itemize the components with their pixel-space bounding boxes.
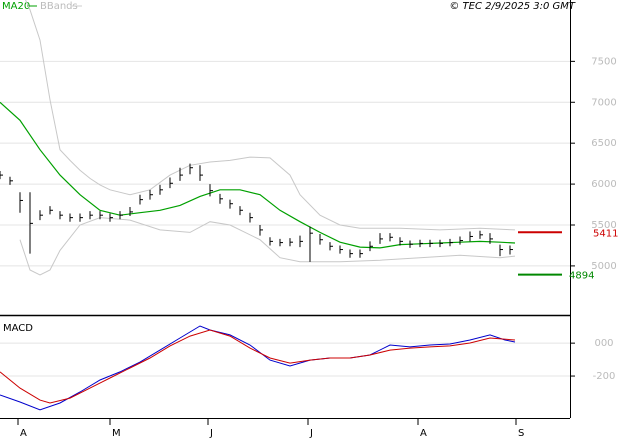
line-series bbox=[19, 217, 516, 276]
x-tick-label: A bbox=[420, 428, 427, 439]
x-tick-label: S bbox=[518, 428, 524, 439]
x-tick-label: M bbox=[112, 428, 121, 439]
credit: © TEC 2/9/2025 3:0 GMT bbox=[449, 1, 576, 12]
y-tick-label: -200 bbox=[593, 371, 616, 382]
y-tick-label: 6000 bbox=[591, 179, 616, 190]
y-tick-label: 7500 bbox=[591, 56, 616, 67]
y-tick-label: 6500 bbox=[591, 138, 616, 149]
plot-area bbox=[0, 0, 516, 276]
x-tick-label: A bbox=[20, 428, 27, 439]
line-series bbox=[0, 329, 516, 404]
line-series bbox=[0, 101, 516, 249]
level-label: 4894 bbox=[569, 271, 594, 282]
y-tick-label: 000 bbox=[594, 338, 613, 349]
line-series bbox=[0, 325, 516, 411]
y-tick-label: 7000 bbox=[591, 97, 616, 108]
x-tick-label: J bbox=[209, 428, 213, 439]
legend-ma20: MA20 bbox=[2, 1, 30, 12]
legend-bbands: BBands bbox=[40, 1, 78, 12]
x-tick-label: J bbox=[309, 428, 313, 439]
plot-area bbox=[0, 325, 516, 411]
y-tick-label: 5500 bbox=[591, 220, 616, 231]
macd-title: MACD bbox=[3, 323, 33, 334]
y-tick-label: 5000 bbox=[591, 261, 616, 272]
line-series bbox=[25, 0, 516, 231]
level-label: 5411 bbox=[593, 228, 618, 239]
